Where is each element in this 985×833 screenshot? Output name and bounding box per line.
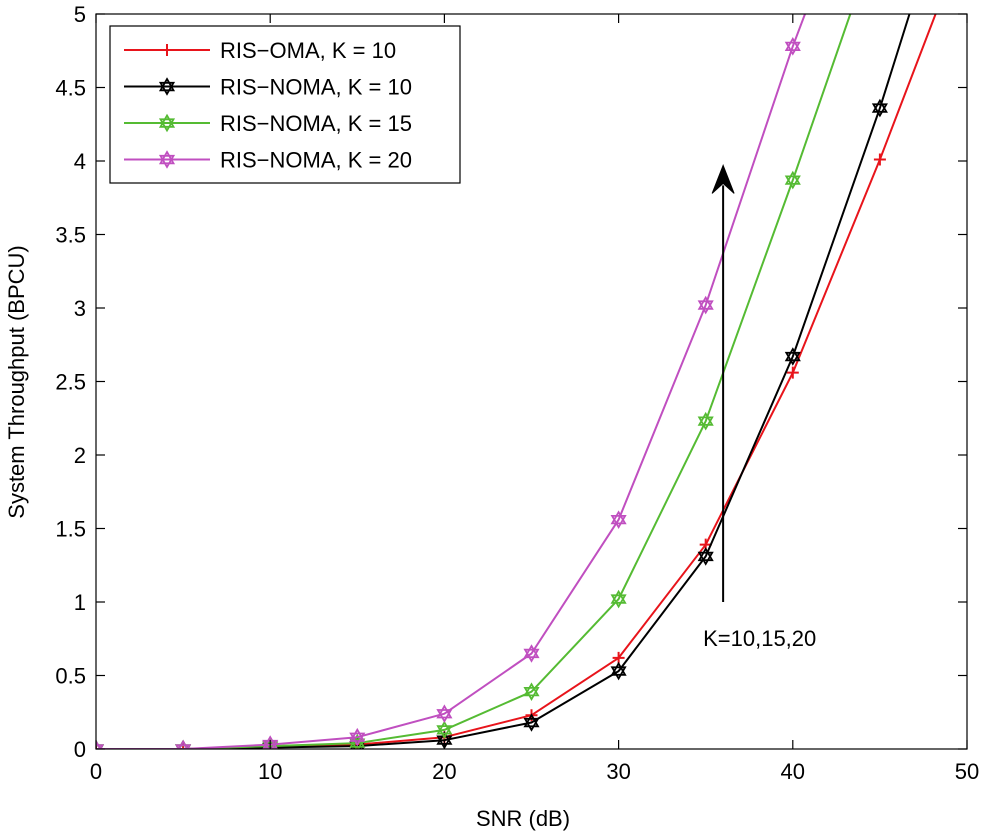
data-point-series-4 [175, 739, 192, 749]
x-tick-label: 10 [258, 759, 282, 784]
legend-marker-2 [158, 77, 176, 96]
data-point-series-2 [784, 347, 801, 366]
y-axis-title: System Throughput (BPCU) [4, 245, 29, 518]
data-point-series-2 [871, 98, 888, 118]
y-tick-label: 4 [74, 149, 86, 174]
legend-label-1: RIS−OMA, K = 10 [220, 38, 396, 63]
legend-marker-1 [161, 44, 173, 56]
data-point-series-4 [436, 704, 453, 723]
legend-label-4: RIS−NOMA, K = 20 [220, 148, 412, 173]
data-point-series-3 [436, 720, 453, 740]
series-group [96, 14, 937, 749]
x-tick-label: 0 [90, 759, 102, 784]
y-tick-label: 0 [74, 737, 86, 762]
legend-item-2: RIS−NOMA, K = 10 [124, 75, 412, 100]
y-tick-label: 3 [74, 296, 86, 321]
x-tick-label: 30 [606, 759, 630, 784]
y-tick-label: 0.5 [55, 664, 86, 689]
y-tick-label: 1.5 [55, 517, 86, 542]
data-point-series-3 [523, 682, 540, 702]
data-point-series-4 [784, 36, 801, 56]
legend-box [109, 25, 461, 184]
y-tick-label: 2.5 [55, 370, 86, 395]
y-tick-label: 5 [74, 2, 86, 27]
annotation-text: K=10,15,20 [703, 626, 816, 651]
data-point-series-4 [523, 644, 540, 663]
legend-item-4: RIS−NOMA, K = 20 [124, 148, 412, 173]
y-tick-label: 3.5 [55, 223, 86, 248]
legend: RIS−OMA, K = 10 RIS−NOMA, K = 10 RIS−NOMA,… [109, 25, 461, 184]
y-tick-label: 1 [74, 590, 86, 615]
data-point-series-3 [697, 411, 714, 431]
plot-area [96, 14, 937, 749]
data-point-series-2 [697, 547, 714, 566]
data-point-series-4 [96, 739, 105, 749]
x-tick-label: 50 [955, 759, 979, 784]
x-tick-label: 20 [432, 759, 456, 784]
axes: 0 10 20 30 40 50 0 0.5 1 1.5 2 2.5 3 3.5 4 4.5 5 [55, 2, 979, 784]
data-point-series-1 [786, 366, 799, 379]
x-tick-label: 40 [781, 759, 805, 784]
y-tick-label: 4.5 [55, 76, 86, 101]
y-tick-label: 2 [74, 443, 86, 468]
data-point-series-4 [697, 295, 714, 315]
data-point-series-2 [610, 661, 627, 681]
data-point-series-2 [523, 713, 540, 732]
legend-label-2: RIS−NOMA, K = 10 [220, 75, 412, 100]
data-point-series-1 [873, 153, 886, 166]
data-point-series-4 [349, 727, 366, 747]
data-point-series-3 [784, 170, 801, 190]
annotation-group: K=10,15,20 [703, 164, 816, 651]
x-axis-title: SNR (dB) [476, 806, 570, 831]
legend-item-1: RIS−OMA, K = 10 [124, 38, 396, 63]
legend-item-3: RIS−NOMA, K = 15 [124, 111, 412, 136]
series-line-4 [96, 14, 806, 749]
data-point-series-4 [610, 510, 627, 530]
legend-label-3: RIS−NOMA, K = 15 [220, 111, 412, 136]
data-point-series-3 [610, 589, 627, 609]
annotation-arrow-head [711, 164, 735, 194]
legend-marker-3 [158, 113, 176, 133]
legend-marker-4 [158, 150, 176, 169]
